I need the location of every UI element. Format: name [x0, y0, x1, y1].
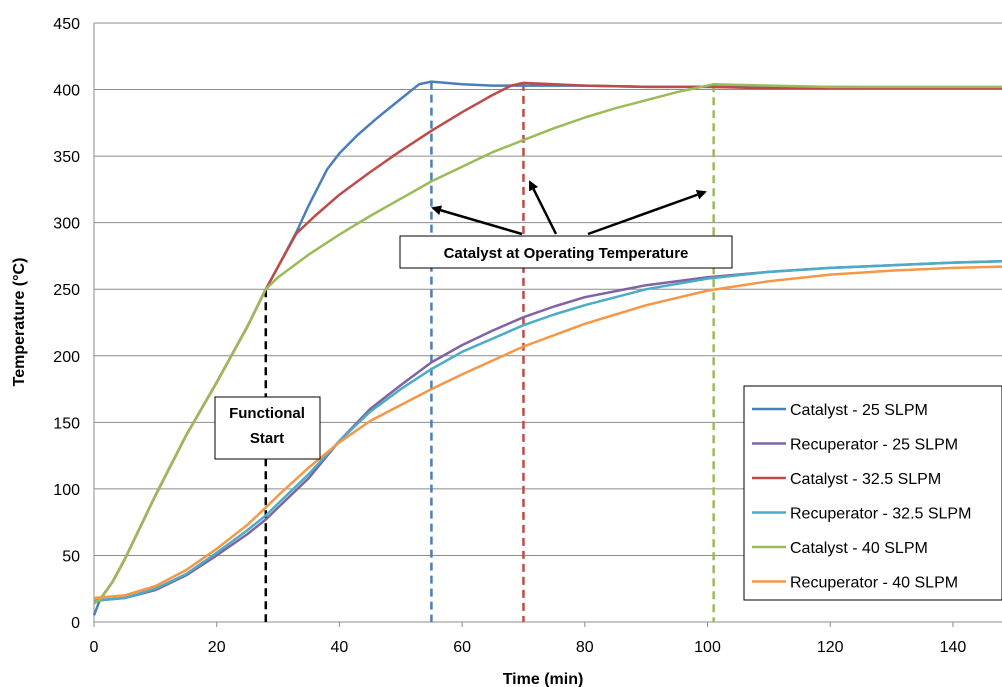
y-tick-label: 0: [71, 615, 80, 632]
y-tick-label: 100: [53, 482, 80, 499]
x-tick-label: 40: [331, 639, 349, 656]
y-tick-label: 350: [53, 149, 80, 166]
y-tick-label: 50: [62, 548, 80, 565]
y-tick-labels: 0 50 100 150 200 250 300 350 400 450: [53, 16, 80, 632]
series-line: [93, 260, 1002, 602]
x-tick-label: 0: [90, 639, 99, 656]
y-tick-label: 400: [53, 83, 80, 100]
legend-label: Catalyst - 25 SLPM: [790, 402, 928, 419]
x-tick-labels: 0 20 40 60 80 100 120 140: [90, 622, 967, 656]
y-tick-label: 200: [53, 349, 80, 366]
x-tick-label: 80: [576, 639, 594, 656]
x-tick-label: 100: [694, 639, 721, 656]
x-tick-label: 120: [817, 639, 844, 656]
series-line: [93, 265, 1002, 600]
y-axis-title: Temperature (°C): [11, 258, 28, 387]
arrow-to-32slpm: [528, 180, 558, 235]
y-tick-label: 450: [53, 16, 80, 33]
operating-temp-annotation: Catalyst at Operating Temperature: [399, 180, 733, 269]
functional-start-line-1: Functional: [229, 405, 305, 422]
x-tick-label: 60: [453, 639, 471, 656]
x-tick-label: 140: [940, 639, 967, 656]
legend: Catalyst - 25 SLPM Recuperator - 25 SLPM C…: [743, 385, 1002, 601]
legend-box: [743, 385, 1002, 601]
x-tick-label: 20: [208, 639, 226, 656]
axes: [93, 23, 1002, 623]
legend-label: Recuperator - 40 SLPM: [790, 575, 958, 592]
arrow-to-40slpm: [587, 189, 707, 236]
y-tick-label: 300: [53, 216, 80, 233]
functional-start-annotation: Functional Start: [214, 396, 321, 460]
arrow-to-25slpm: [431, 205, 523, 236]
operating-temp-label: Catalyst at Operating Temperature: [444, 245, 689, 262]
legend-label: Catalyst - 40 SLPM: [790, 540, 928, 557]
legend-label: Catalyst - 32.5 SLPM: [790, 471, 941, 488]
x-axis-title: Time (min): [503, 671, 584, 687]
y-tick-label: 250: [53, 282, 80, 299]
legend-label: Recuperator - 25 SLPM: [790, 437, 958, 454]
functional-start-box: [214, 396, 321, 460]
functional-start-line-2: Start: [250, 430, 284, 447]
series-lines: [92, 80, 1002, 616]
series-line: [93, 82, 1002, 605]
legend-label: Recuperator - 32.5 SLPM: [790, 506, 971, 523]
marker-lines: [264, 81, 715, 622]
y-tick-label: 150: [53, 415, 80, 432]
operating-temp-box: [399, 235, 733, 269]
